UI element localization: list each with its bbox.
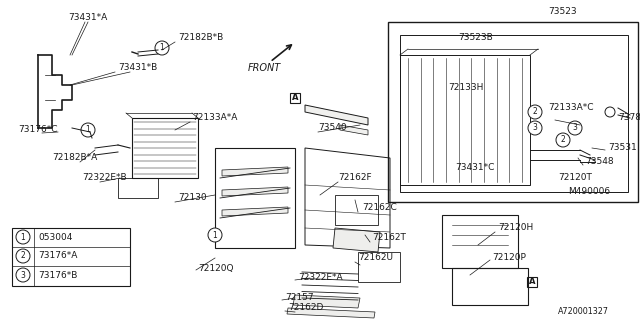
Polygon shape [340, 125, 368, 135]
Bar [442, 215, 518, 268]
Text: 72162T: 72162T [372, 234, 406, 243]
Text: 73176*C: 73176*C [18, 125, 58, 134]
Text: 73431*A: 73431*A [68, 13, 108, 22]
Polygon shape [222, 187, 288, 196]
Polygon shape [222, 167, 288, 176]
Text: 3: 3 [20, 270, 26, 279]
Text: 73531: 73531 [608, 143, 637, 153]
Bar [12, 228, 130, 286]
Text: 3: 3 [532, 124, 538, 132]
Text: 73431*B: 73431*B [118, 63, 157, 73]
Text: A: A [529, 277, 535, 286]
Text: 72162F: 72162F [338, 173, 372, 182]
Bar [358, 252, 400, 282]
Text: 73523: 73523 [548, 7, 577, 17]
Circle shape [208, 228, 222, 242]
Bar [527, 277, 537, 287]
Bar [290, 93, 300, 103]
Text: 053004: 053004 [38, 233, 72, 242]
Text: 72162C: 72162C [362, 204, 397, 212]
Text: FRONT: FRONT [248, 63, 281, 73]
Text: A: A [292, 93, 298, 102]
Text: 73523B: 73523B [458, 34, 493, 43]
Text: 73540: 73540 [318, 124, 347, 132]
Text: 73176*A: 73176*A [38, 252, 77, 260]
Bar [388, 22, 638, 202]
Polygon shape [333, 228, 380, 252]
Text: 72182B*B: 72182B*B [178, 34, 223, 43]
Text: 72322E*B: 72322E*B [82, 173, 127, 182]
Text: 72133A*C: 72133A*C [548, 103, 593, 113]
Text: 72133A*A: 72133A*A [192, 114, 237, 123]
Text: 72133H: 72133H [448, 84, 483, 92]
Bar [400, 35, 628, 192]
Text: 2: 2 [20, 252, 26, 260]
Bar [452, 268, 528, 305]
Circle shape [155, 41, 169, 55]
Polygon shape [293, 295, 360, 308]
Circle shape [16, 249, 30, 263]
Text: 73176*B: 73176*B [38, 270, 77, 279]
Text: 72120Q: 72120Q [198, 263, 234, 273]
Bar [215, 148, 295, 248]
Text: 72120T: 72120T [558, 173, 592, 182]
Polygon shape [287, 308, 375, 318]
Circle shape [528, 121, 542, 135]
Circle shape [16, 268, 30, 282]
Bar [335, 195, 378, 225]
Polygon shape [305, 105, 368, 125]
Text: 1: 1 [212, 230, 218, 239]
Text: 73781: 73781 [618, 114, 640, 123]
Text: 1: 1 [20, 233, 26, 242]
Text: 72322E*A: 72322E*A [298, 274, 342, 283]
Circle shape [16, 230, 30, 244]
Text: 72120H: 72120H [498, 223, 533, 233]
Circle shape [556, 133, 570, 147]
Text: 72157: 72157 [285, 293, 314, 302]
Text: 72130: 72130 [178, 194, 207, 203]
Circle shape [568, 121, 582, 135]
Text: 72162U: 72162U [358, 253, 393, 262]
Text: 72162D: 72162D [288, 303, 323, 313]
Bar [118, 178, 158, 198]
Text: 2: 2 [532, 108, 538, 116]
Text: 2: 2 [561, 135, 565, 145]
Text: 3: 3 [573, 124, 577, 132]
Circle shape [528, 105, 542, 119]
Polygon shape [222, 207, 288, 216]
Bar [400, 55, 530, 185]
Text: 72120P: 72120P [492, 253, 526, 262]
Circle shape [605, 107, 615, 117]
Bar [132, 118, 198, 178]
Text: M490006: M490006 [568, 188, 610, 196]
Circle shape [81, 123, 95, 137]
Text: 1: 1 [86, 125, 90, 134]
Text: 72182B*A: 72182B*A [52, 154, 97, 163]
Text: 73431*C: 73431*C [455, 164, 494, 172]
Text: 1: 1 [159, 44, 164, 52]
Text: A720001327: A720001327 [558, 308, 609, 316]
Text: 73548: 73548 [585, 157, 614, 166]
